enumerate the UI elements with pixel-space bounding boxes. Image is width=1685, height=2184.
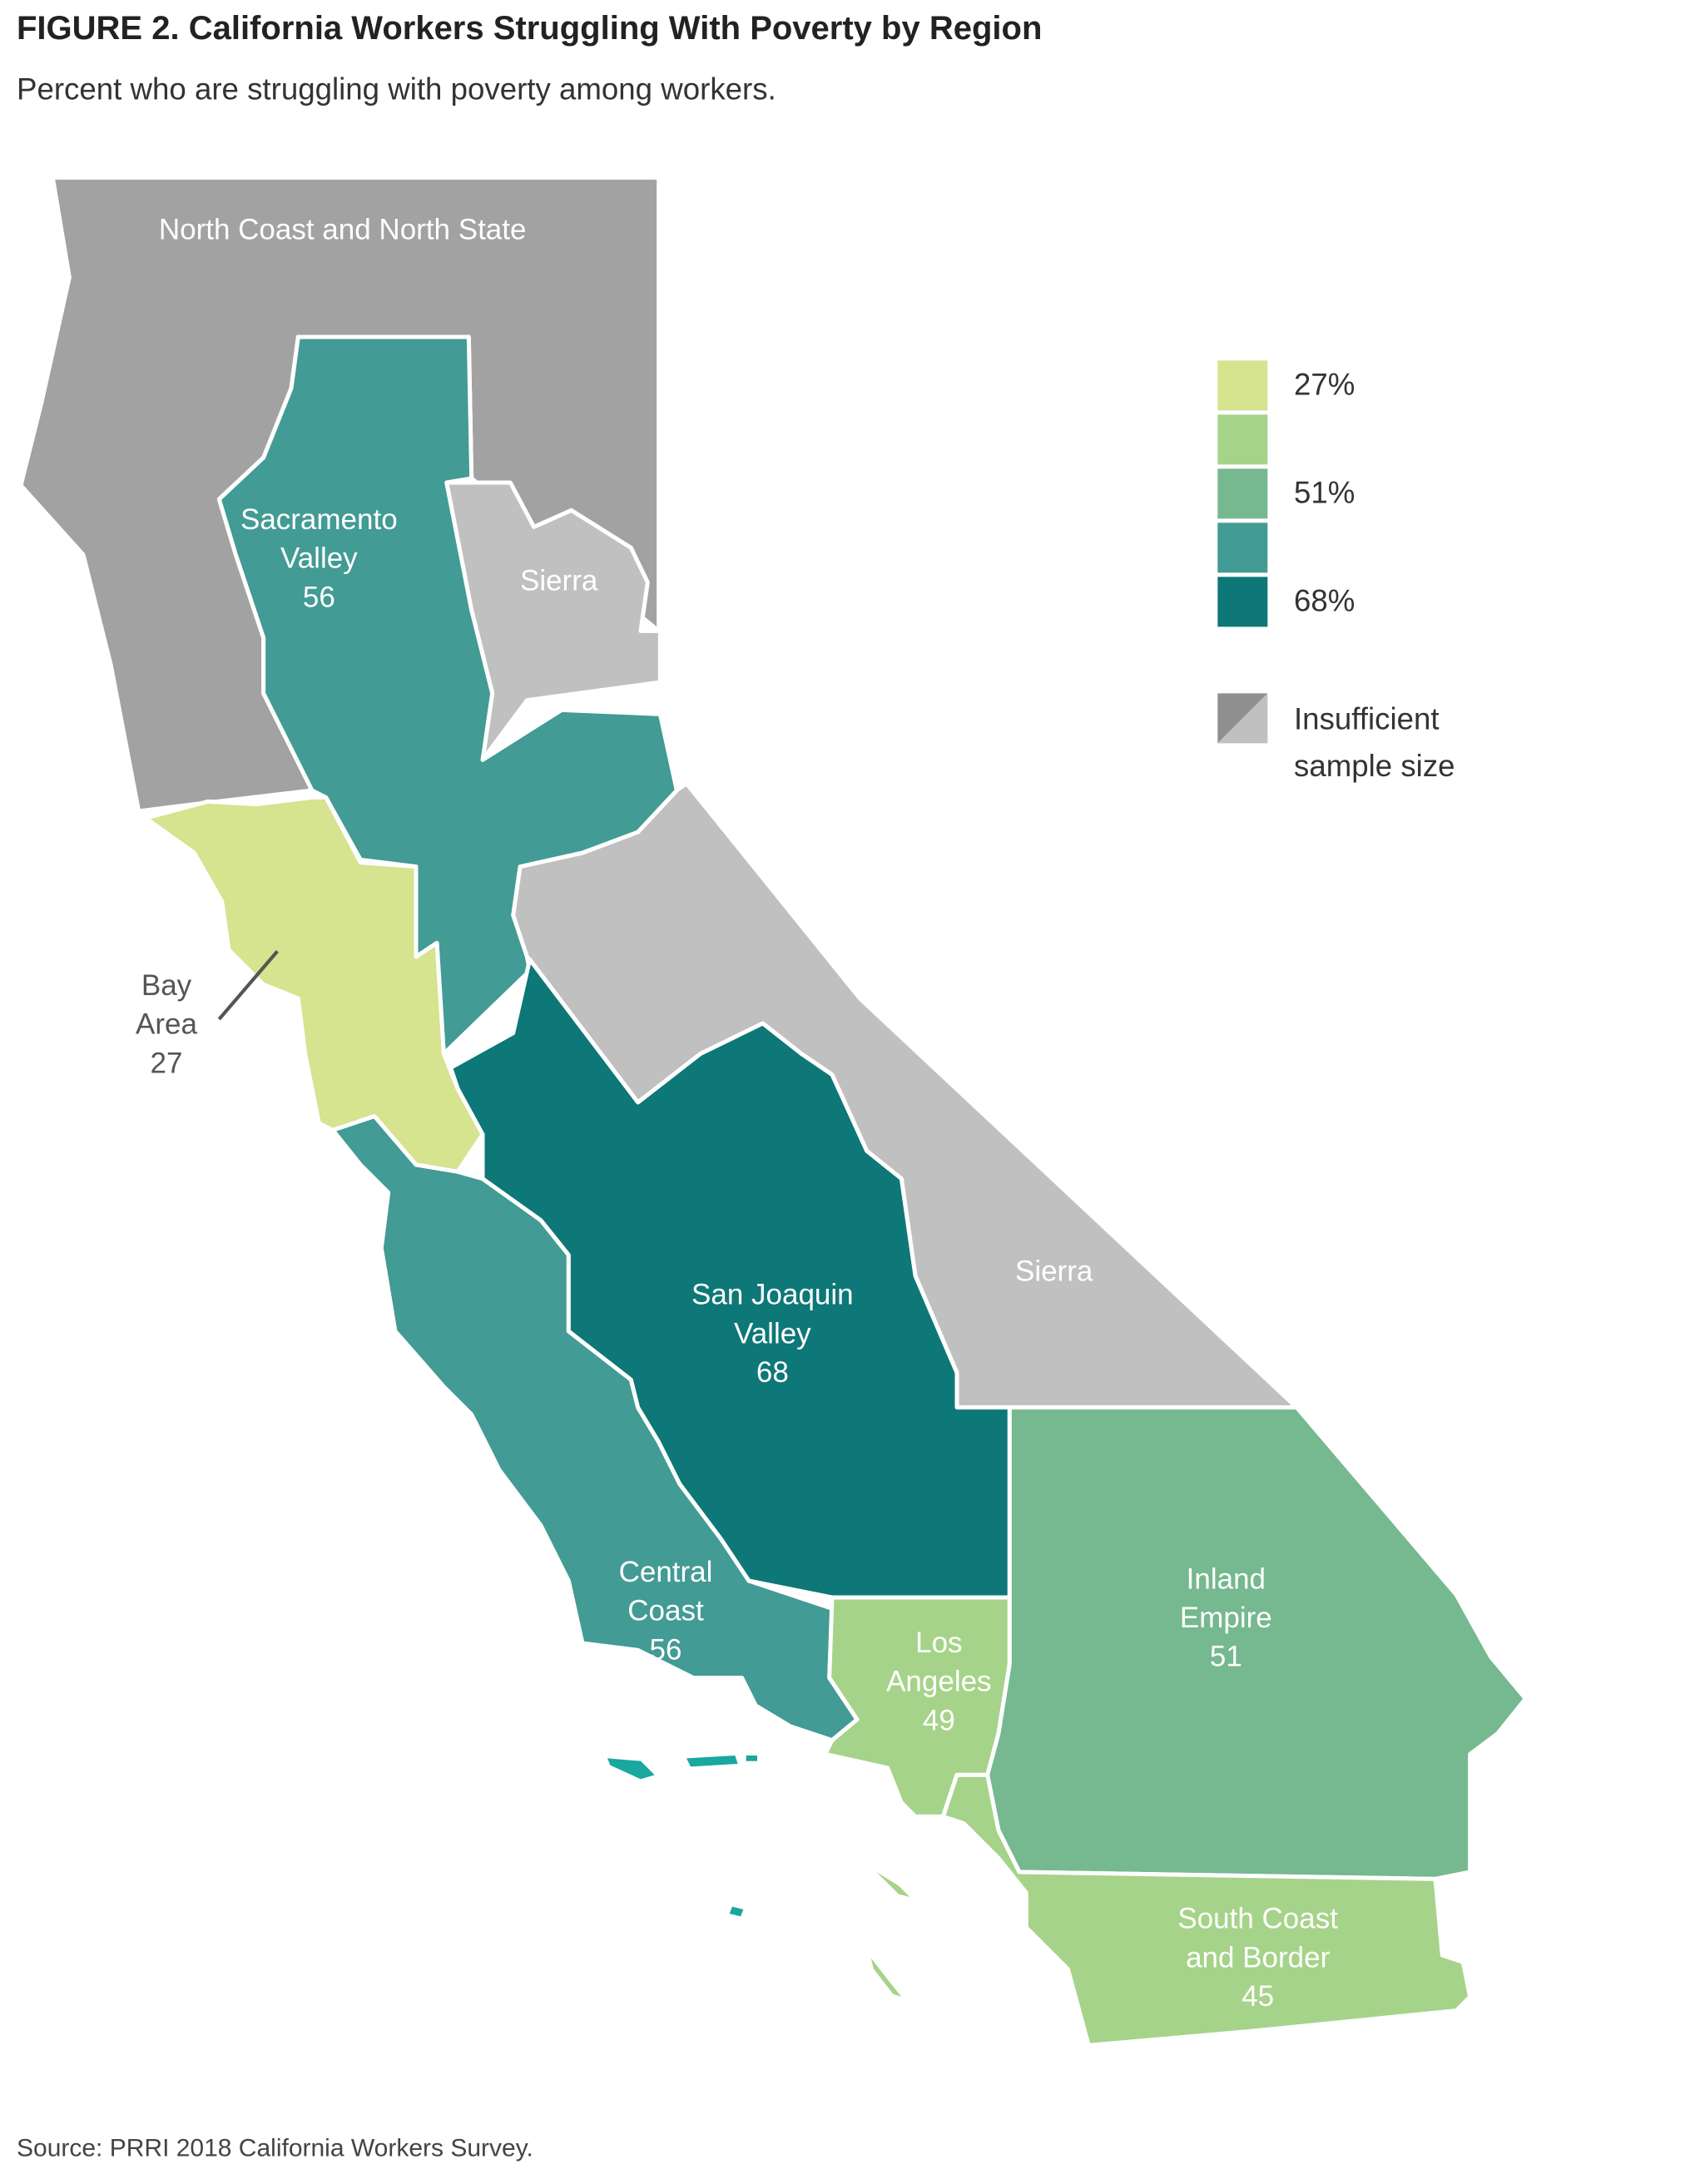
region-value: 51 [1210,1641,1242,1673]
region-label: Coast [627,1595,704,1627]
legend-label: Insufficient [1294,701,1440,735]
legend-swatch [1217,360,1268,411]
region [985,1405,1528,1881]
region-label: Bay [141,969,192,1002]
island [746,1756,757,1761]
leader-line [217,949,279,1021]
legend-label: 51% [1294,476,1355,510]
region-value: 56 [650,1633,682,1666]
region-label: Sierra [520,564,598,597]
legend-swatch [1217,522,1268,573]
legend-swatch [1217,693,1268,744]
region-value: 27 [151,1047,183,1079]
region-label: Angeles [886,1666,991,1698]
region [143,795,485,1174]
region-label: and Border [1186,1941,1331,1974]
regions [18,175,1528,2048]
region-value: 56 [303,581,335,613]
island [876,1872,910,1897]
title: FIGURE 2. California Workers Struggling … [17,10,1042,47]
legend-swatch [1217,577,1268,627]
region-label: Sierra [1015,1255,1093,1287]
legend-swatch [1217,468,1268,519]
legend-label: 27% [1294,368,1355,402]
region-label: Valley [734,1317,811,1350]
island [870,1958,902,1997]
region-label: Central [619,1556,713,1588]
region-label: Inland [1187,1562,1266,1595]
legend: 27% 51% 68% Insufficient sample size [1217,360,1455,783]
source: Source: PRRI 2018 California Workers Sur… [17,2134,533,2162]
region [940,1772,1473,2048]
island [729,1906,744,1917]
island [607,1758,655,1780]
region-label: Los [915,1627,962,1659]
island [686,1756,738,1767]
legend-swatch [1217,414,1268,465]
region-labels: North Coast and North State Sierra Sierra S… [136,214,1338,2013]
region-label: Empire [1180,1602,1272,1634]
region-label: Sacramento [240,503,398,536]
region-label: North Coast and North State [159,214,527,246]
region-label: San Joaquin [691,1279,854,1311]
region-value: 45 [1241,1980,1274,2013]
legend-label: sample size [1294,749,1455,783]
subtitle: Percent who are struggling with poverty … [17,72,776,106]
region-label: Area [136,1008,197,1041]
region-label: Valley [280,542,358,575]
region-value: 68 [756,1356,789,1389]
legend-label: 68% [1294,584,1355,618]
region-label: South Coast [1177,1903,1338,1935]
islands [607,1756,910,1997]
region-value: 49 [923,1704,955,1736]
